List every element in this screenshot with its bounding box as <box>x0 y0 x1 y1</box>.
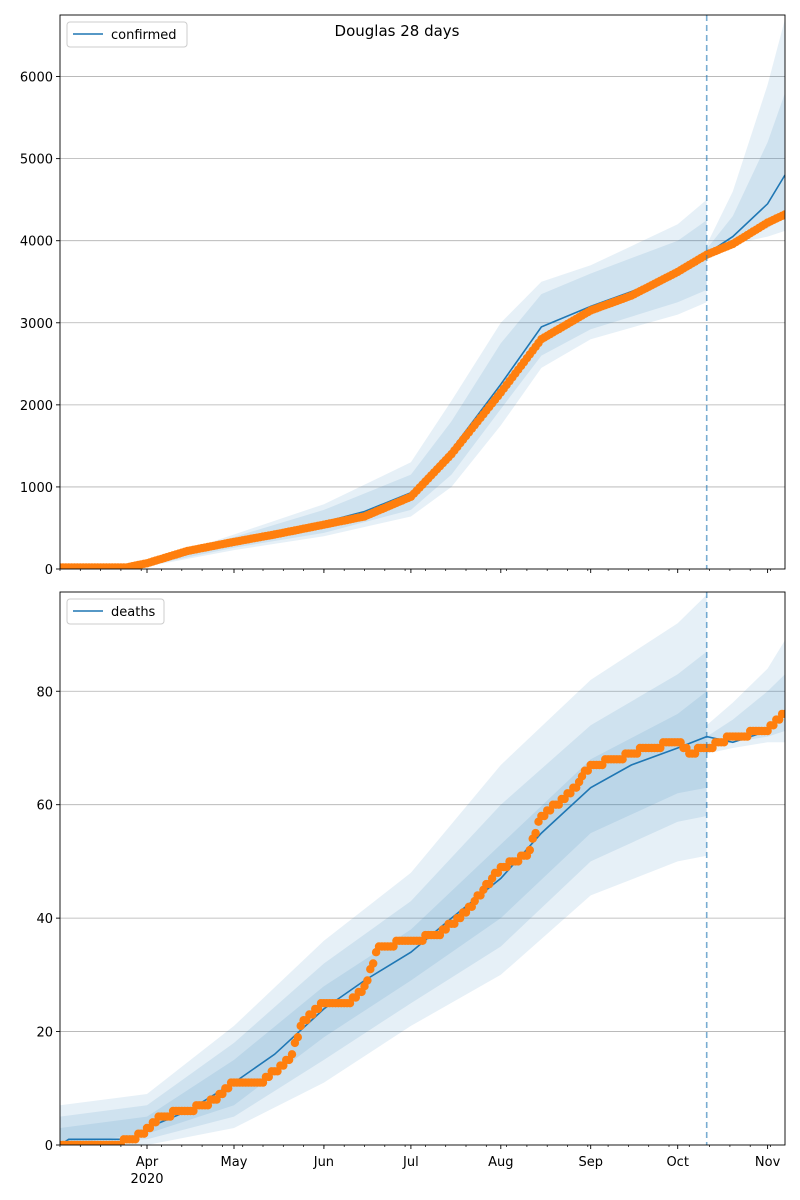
observed-point <box>525 845 534 855</box>
axes-frame <box>59 14 786 570</box>
x-tick-label: Aug <box>488 1155 513 1170</box>
observed-point <box>531 828 540 838</box>
y-tick-label: 60 <box>36 799 53 814</box>
legend-box <box>66 598 165 625</box>
legend-label: confirmed <box>111 28 177 43</box>
observed-point <box>363 976 372 985</box>
uncertainty-band <box>60 691 707 1145</box>
x-tick-label: May <box>221 1155 248 1170</box>
x-tick-label: Jun <box>313 1155 334 1170</box>
x-tick-label: Apr <box>136 1155 159 1170</box>
observed-point <box>780 709 785 719</box>
observed-point <box>293 1033 302 1042</box>
uncertainty-band <box>706 19 785 258</box>
legend: deaths <box>66 598 165 625</box>
chart-title: Douglas 28 days <box>335 22 460 40</box>
plot-area <box>60 19 785 569</box>
y-tick-label: 3000 <box>20 317 53 332</box>
y-tick-label: 6000 <box>20 71 53 86</box>
legend-box <box>66 21 188 48</box>
plot-area <box>60 594 785 1145</box>
y-tick-label: 0 <box>45 1139 53 1154</box>
x-tick-label: Nov <box>755 1155 781 1170</box>
legend: confirmed <box>66 21 188 48</box>
confirmed-panel: 0 1000 2000 3000 4000 5000 6000 confirmed <box>20 14 786 578</box>
deaths-panel: 0 20 40 60 80 Apr 2020 May Jun Jul Aug Sep Oct Nov dea… <box>36 591 786 1187</box>
observed-series <box>60 210 785 569</box>
y-tick-label: 2000 <box>20 399 53 414</box>
x-tick-sublabel: 2020 <box>130 1172 163 1187</box>
y-tick-label: 0 <box>45 563 53 578</box>
uncertainty-band <box>706 93 785 256</box>
legend-label: deaths <box>111 605 156 620</box>
uncertainty-band <box>706 640 785 754</box>
observed-series <box>60 709 785 1145</box>
y-tick-label: 80 <box>36 685 53 700</box>
observed-point <box>287 1050 297 1059</box>
uncertainty-band <box>60 220 707 569</box>
x-tick-label: Jul <box>402 1155 419 1170</box>
x-tick-label: Oct <box>666 1155 688 1170</box>
y-tick-label: 20 <box>36 1026 53 1041</box>
y-tick-label: 5000 <box>20 153 53 168</box>
uncertainty-band <box>60 594 707 1145</box>
y-tick-label: 4000 <box>20 235 53 250</box>
uncertainty-band <box>60 199 707 569</box>
axes-frame <box>59 591 786 1146</box>
uncertainty-band <box>60 651 707 1145</box>
y-tick-label: 1000 <box>20 481 53 496</box>
observed-point <box>780 210 785 219</box>
y-tick-label: 40 <box>36 912 53 927</box>
x-tick-label: Sep <box>578 1155 603 1170</box>
observed-point <box>369 959 378 968</box>
